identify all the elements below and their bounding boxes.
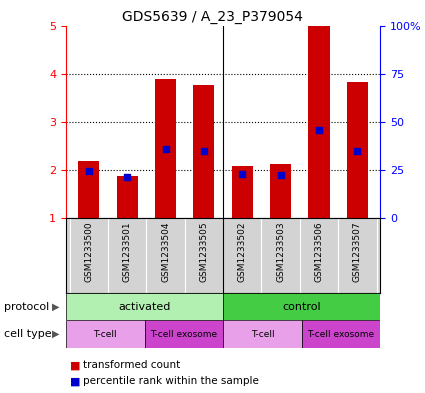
Bar <box>302 320 380 348</box>
Text: protocol: protocol <box>4 301 49 312</box>
Bar <box>270 164 291 218</box>
Text: percentile rank within the sample: percentile rank within the sample <box>83 376 259 386</box>
Point <box>124 174 130 180</box>
Text: GSM1233502: GSM1233502 <box>238 222 247 282</box>
Text: GSM1233503: GSM1233503 <box>276 222 285 283</box>
Bar <box>223 293 380 320</box>
Text: GSM1233504: GSM1233504 <box>161 222 170 282</box>
Text: control: control <box>283 301 321 312</box>
Text: T-cell: T-cell <box>94 330 117 338</box>
Text: GSM1233500: GSM1233500 <box>85 222 94 283</box>
Bar <box>232 166 253 218</box>
Text: ■: ■ <box>70 376 81 386</box>
Point <box>85 168 92 174</box>
Text: cell type: cell type <box>4 329 52 339</box>
Text: ■: ■ <box>70 360 81 371</box>
Bar <box>309 26 329 218</box>
Point <box>201 147 207 154</box>
Text: ▶: ▶ <box>51 329 59 339</box>
Text: T-cell: T-cell <box>251 330 274 338</box>
Text: transformed count: transformed count <box>83 360 180 371</box>
Text: GSM1233501: GSM1233501 <box>123 222 132 283</box>
Point <box>162 146 169 152</box>
Text: ▶: ▶ <box>51 301 59 312</box>
Bar <box>78 161 99 218</box>
Text: T-cell exosome: T-cell exosome <box>150 330 217 338</box>
Bar <box>66 320 144 348</box>
Bar <box>347 83 368 218</box>
Text: GSM1233506: GSM1233506 <box>314 222 323 283</box>
Text: GDS5639 / A_23_P379054: GDS5639 / A_23_P379054 <box>122 10 303 24</box>
Text: GSM1233507: GSM1233507 <box>353 222 362 283</box>
Bar <box>117 176 138 218</box>
Point <box>316 127 323 133</box>
Point <box>354 147 361 154</box>
Text: activated: activated <box>118 301 171 312</box>
Bar <box>223 320 302 348</box>
Bar <box>144 320 223 348</box>
Bar <box>193 85 215 218</box>
Bar <box>155 79 176 218</box>
Bar <box>66 293 223 320</box>
Text: T-cell exosome: T-cell exosome <box>308 330 374 338</box>
Point <box>277 172 284 178</box>
Text: GSM1233505: GSM1233505 <box>199 222 208 283</box>
Point <box>239 171 246 178</box>
